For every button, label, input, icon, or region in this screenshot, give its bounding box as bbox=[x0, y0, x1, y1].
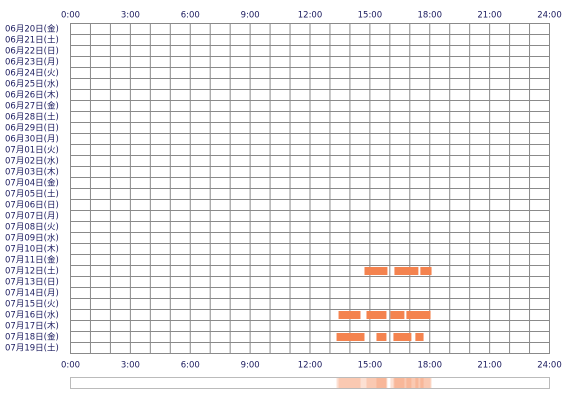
overview-bar bbox=[390, 378, 405, 388]
x-tick-label-bottom: 15:00 bbox=[358, 361, 383, 371]
overview-bar bbox=[393, 378, 412, 388]
x-tick-label-top: 24:00 bbox=[537, 11, 562, 21]
activity-bar bbox=[415, 333, 424, 341]
row-label: 06月25日(水) bbox=[5, 79, 59, 90]
row-label: 07月13日(日) bbox=[5, 278, 59, 288]
x-tick-label-bottom: 3:00 bbox=[121, 361, 140, 371]
row-label: 07月06日(日) bbox=[5, 201, 59, 211]
row-label: 07月02日(水) bbox=[5, 156, 59, 167]
x-tick-label-top: 6:00 bbox=[181, 11, 200, 21]
row-label: 07月10日(木) bbox=[5, 244, 59, 255]
x-tick-label-bottom: 24:00 bbox=[537, 361, 562, 371]
overview-bar bbox=[415, 378, 424, 388]
overview-bar bbox=[366, 378, 387, 388]
overview-bar bbox=[336, 378, 365, 388]
x-tick-label-bottom: 9:00 bbox=[241, 361, 260, 371]
overview-bar bbox=[364, 378, 388, 388]
row-label: 07月09日(水) bbox=[5, 233, 59, 244]
overview-bar bbox=[420, 378, 432, 388]
row-label: 07月04日(金) bbox=[5, 178, 59, 189]
x-tick-label-bottom: 18:00 bbox=[418, 361, 443, 371]
row-label: 06月23日(月) bbox=[5, 58, 59, 68]
x-tick-label-bottom: 6:00 bbox=[181, 361, 200, 371]
overview-bar bbox=[338, 378, 361, 388]
overview-bar bbox=[376, 378, 387, 388]
row-label: 07月12日(土) bbox=[5, 266, 59, 277]
activity-bar bbox=[390, 311, 405, 319]
activity-bar bbox=[366, 311, 387, 319]
x-tick-label-bottom: 12:00 bbox=[298, 361, 323, 371]
row-label: 07月18日(金) bbox=[5, 332, 59, 343]
x-tick-label-top: 18:00 bbox=[418, 11, 443, 21]
row-label: 06月26日(木) bbox=[5, 90, 59, 101]
row-label: 06月24日(火) bbox=[5, 69, 59, 79]
x-tick-label-bottom: 0:00 bbox=[61, 361, 80, 371]
x-tick-label-top: 21:00 bbox=[477, 11, 502, 21]
activity-bar bbox=[393, 333, 412, 341]
activity-bar bbox=[406, 311, 431, 319]
x-tick-label-top: 12:00 bbox=[298, 11, 323, 21]
x-tick-label-top: 9:00 bbox=[241, 11, 260, 21]
row-label: 07月03日(木) bbox=[5, 167, 59, 178]
row-label: 06月22日(日) bbox=[5, 47, 59, 57]
row-label: 07月19日(土) bbox=[5, 343, 59, 354]
overview-bar bbox=[394, 378, 419, 388]
row-label: 07月17日(木) bbox=[5, 321, 59, 332]
x-tick-label-top: 0:00 bbox=[61, 11, 80, 21]
row-label: 07月15日(火) bbox=[5, 300, 59, 310]
activity-bar bbox=[394, 267, 419, 275]
activity-bar bbox=[336, 333, 365, 341]
row-label: 06月29日(日) bbox=[5, 124, 59, 134]
row-label: 07月07日(月) bbox=[5, 212, 59, 222]
row-label: 06月28日(土) bbox=[5, 112, 59, 123]
row-label: 07月05日(土) bbox=[5, 189, 59, 200]
x-tick-label-top: 15:00 bbox=[358, 11, 383, 21]
row-label: 06月21日(土) bbox=[5, 35, 59, 46]
row-label: 07月01日(火) bbox=[5, 146, 59, 156]
overview-strip bbox=[70, 377, 550, 389]
overview-bar bbox=[406, 378, 431, 388]
row-label: 06月30日(月) bbox=[5, 135, 59, 145]
row-label: 06月27日(金) bbox=[5, 101, 59, 112]
row-label: 07月08日(火) bbox=[5, 223, 59, 233]
activity-bar bbox=[338, 311, 361, 319]
x-tick-label-top: 3:00 bbox=[121, 11, 140, 21]
row-label: 07月11日(金) bbox=[5, 255, 59, 266]
row-label: 07月14日(月) bbox=[5, 289, 59, 299]
activity-bar bbox=[376, 333, 387, 341]
activity-bar bbox=[364, 267, 388, 275]
activity-bar bbox=[420, 267, 432, 275]
x-tick-label-bottom: 21:00 bbox=[477, 361, 502, 371]
row-label: 06月20日(金) bbox=[5, 24, 59, 35]
row-label: 07月16日(水) bbox=[5, 310, 59, 321]
